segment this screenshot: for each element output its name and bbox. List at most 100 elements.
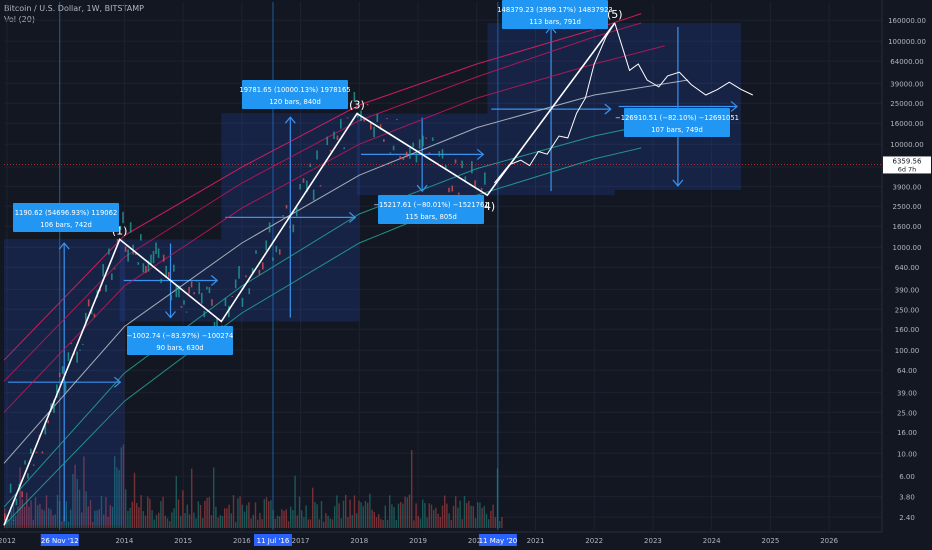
volume-bar [17,506,19,528]
price-candle [157,248,160,258]
measure-label-line2: 90 bars, 630d [156,344,203,352]
volume-bar [270,500,272,528]
price-candle [119,225,122,230]
price-candle [129,222,132,233]
volume-bar [94,510,96,528]
volume-bar [96,510,98,528]
price-candle [444,165,447,170]
volume-bar [413,520,415,528]
price-candle [409,147,411,159]
price-candle [241,297,244,307]
volume-bar [485,513,488,528]
price-candle [47,420,49,424]
volume-bar [70,509,72,528]
volume-bar [408,494,411,528]
price-candle [53,399,55,413]
volume-bar [235,521,237,528]
price-candle [175,284,178,298]
price-candle [289,225,291,228]
volume-bar [193,512,195,528]
volume-indicator-label[interactable]: Vol (20) [4,15,35,24]
price-candle [438,151,441,157]
measure-label-line2: 106 bars, 742d [40,221,92,229]
price-candle [111,273,113,280]
measure-label-bg [242,80,348,109]
volume-bar [92,521,94,528]
volume-layer [4,444,503,528]
measure-label: −15217.61 (−80.01%) −1521761 115 bars, 80… [373,195,489,224]
price-candle [412,142,414,148]
price-candle [386,118,388,120]
x-tick-label: 2015 [174,537,192,545]
symbol-title[interactable]: Bitcoin / U.S. Dollar, 1W, BITSTAMP [4,4,144,13]
price-candle [245,275,247,278]
measure-label-line2: 113 bars, 791d [529,18,581,26]
price-candle [415,149,418,163]
volume-bar [279,516,281,528]
volume-bar [34,497,37,528]
volume-bar [226,508,228,528]
volume-bar [241,504,243,528]
volume-bar [331,519,334,528]
regression-curve [3,147,642,526]
price-candle [82,343,84,345]
price-candle [454,159,457,164]
volume-bar [98,509,100,528]
volume-bar [191,468,193,528]
y-tick-label: 25000.00 [890,100,923,108]
volume-bar [393,507,395,528]
measure-label-line1: −1002.74 (−83.97%) −100274 [127,332,234,340]
price-candle [41,451,44,454]
volume-bar [160,501,162,528]
x-tick-label: 2025 [762,537,780,545]
price-candle [340,119,342,129]
volume-bar [285,509,287,528]
price-candle [180,305,183,308]
volume-bar [48,508,50,528]
volume-bar [433,509,435,528]
measure-arrow-head [730,101,738,112]
volume-bar [435,507,437,528]
volume-bar [28,506,30,528]
price-candle [127,249,129,262]
volume-bar [437,513,439,528]
measure-arrow-head [476,148,485,160]
price-candle [67,352,70,361]
y-tick-label: 1000.00 [893,244,922,252]
volume-bar [228,504,230,528]
measure-arrow-head [672,179,684,187]
volume-bar [39,503,41,528]
volume-bar [89,499,92,528]
volume-bar [384,505,386,528]
volume-bar [358,500,360,528]
date-highlight-badge [253,534,292,546]
volume-bar [292,509,294,528]
volume-bar [103,514,105,528]
volume-bar [149,498,151,528]
price-candle [108,248,110,255]
regression-curve [3,125,642,508]
price-candle [333,131,335,140]
volume-bar [219,515,221,528]
price-candle [4,513,6,521]
volume-bar [59,501,61,528]
price-candle [162,254,165,262]
x-tick-label: 2021 [527,537,545,545]
price-candle [458,192,460,195]
measure-label-bg [378,195,484,224]
y-tick-label: 3900.00 [893,183,922,191]
volume-bar [446,503,448,528]
price-candle [35,451,38,453]
volume-bar [490,510,492,528]
price-candle [99,288,102,292]
volume-bar [389,495,391,528]
volume-bar [147,496,149,528]
volume-bar [430,504,433,528]
volume-bar [472,506,474,528]
volume-bar [6,515,8,528]
price-candle [6,519,9,521]
price-candle [90,309,93,315]
price-candle [451,185,454,192]
